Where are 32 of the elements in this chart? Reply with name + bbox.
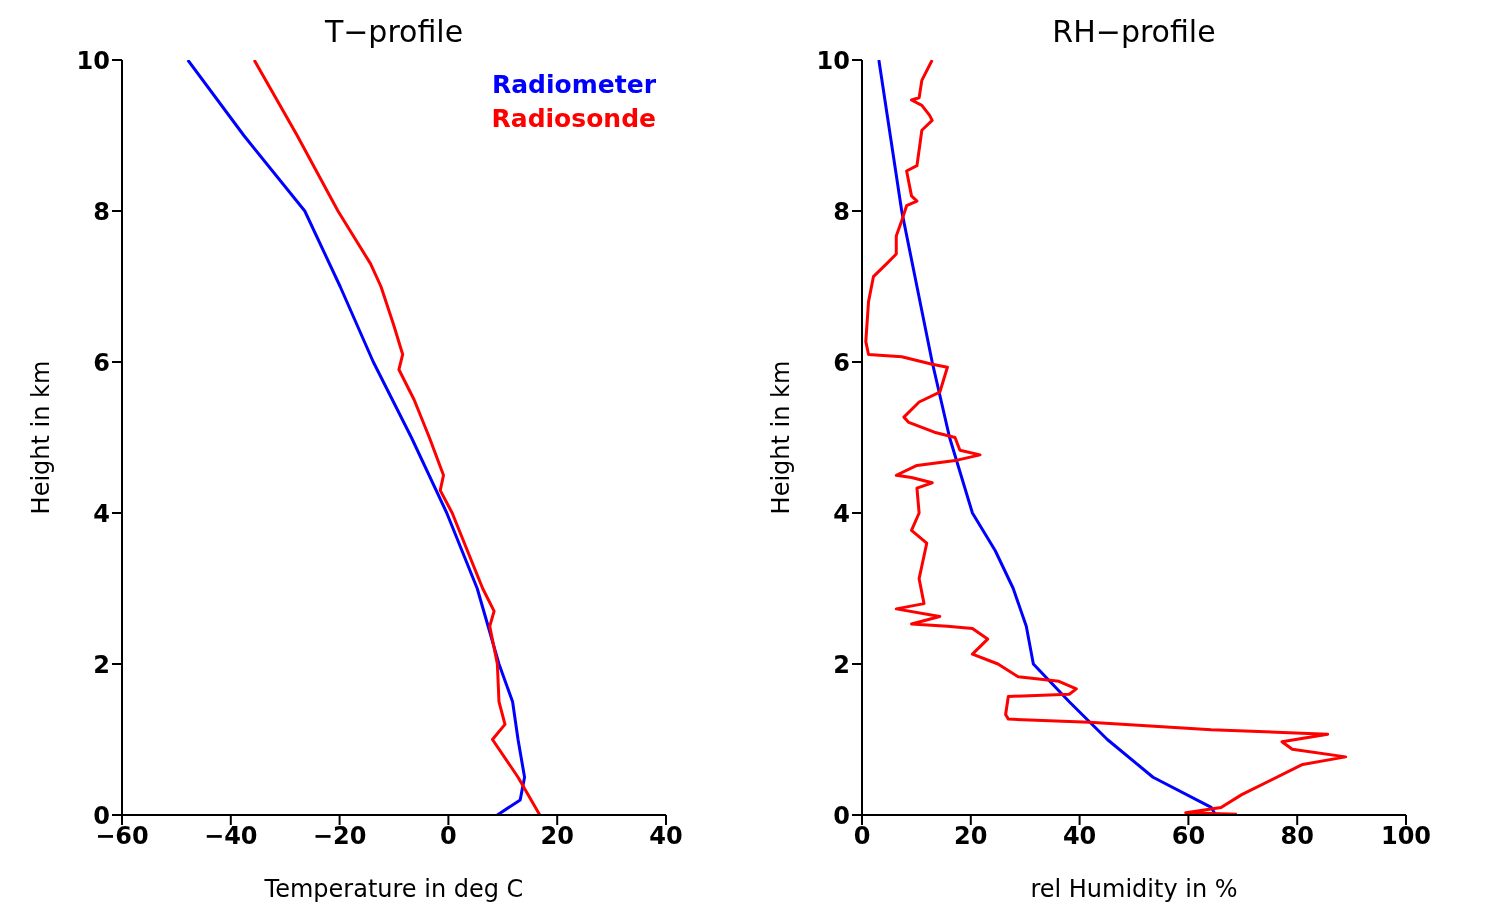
x-tick-label: 40 (649, 822, 683, 851)
y-tick-label: 10 (816, 46, 850, 75)
x-tick-label: −40 (204, 822, 258, 851)
x-tick-label: −20 (312, 822, 367, 851)
x-tick-label: 0 (440, 822, 457, 851)
y-axis-title: Height in km (766, 360, 795, 515)
x-axis-title: rel Humidity in % (1030, 875, 1238, 903)
y-tick-label: 4 (93, 499, 110, 528)
y-tick-label: 2 (833, 650, 850, 679)
y-tick-label: 0 (833, 801, 850, 830)
y-axis-title: Height in km (26, 360, 55, 515)
y-tick-label: 6 (93, 348, 110, 377)
x-tick-label: 60 (1171, 822, 1206, 851)
y-tick-label: 6 (833, 348, 850, 377)
y-tick-label: 10 (76, 46, 110, 75)
text: Radiometer (491, 69, 656, 101)
y-tick-label: 0 (93, 801, 110, 830)
y-tick-label: 4 (833, 499, 850, 528)
x-tick-label: 20 (540, 822, 574, 851)
y-tick-label: 2 (93, 650, 110, 679)
text: Radiosonde (490, 103, 656, 135)
x-tick-label: 20 (954, 822, 988, 851)
x-axis-title: Temperature in deg C (263, 875, 524, 903)
x-tick-label: 40 (1062, 822, 1097, 851)
chart-title: RH−profile (1051, 14, 1217, 49)
x-tick-label: 0 (853, 822, 871, 851)
y-tick-label: 8 (833, 197, 850, 226)
y-tick-label: 8 (93, 197, 110, 226)
line-series (877, 60, 1218, 815)
chart-title: T−profile (323, 14, 465, 49)
x-tick-label: 100 (1380, 822, 1432, 851)
x-tick-label: 80 (1280, 822, 1314, 851)
